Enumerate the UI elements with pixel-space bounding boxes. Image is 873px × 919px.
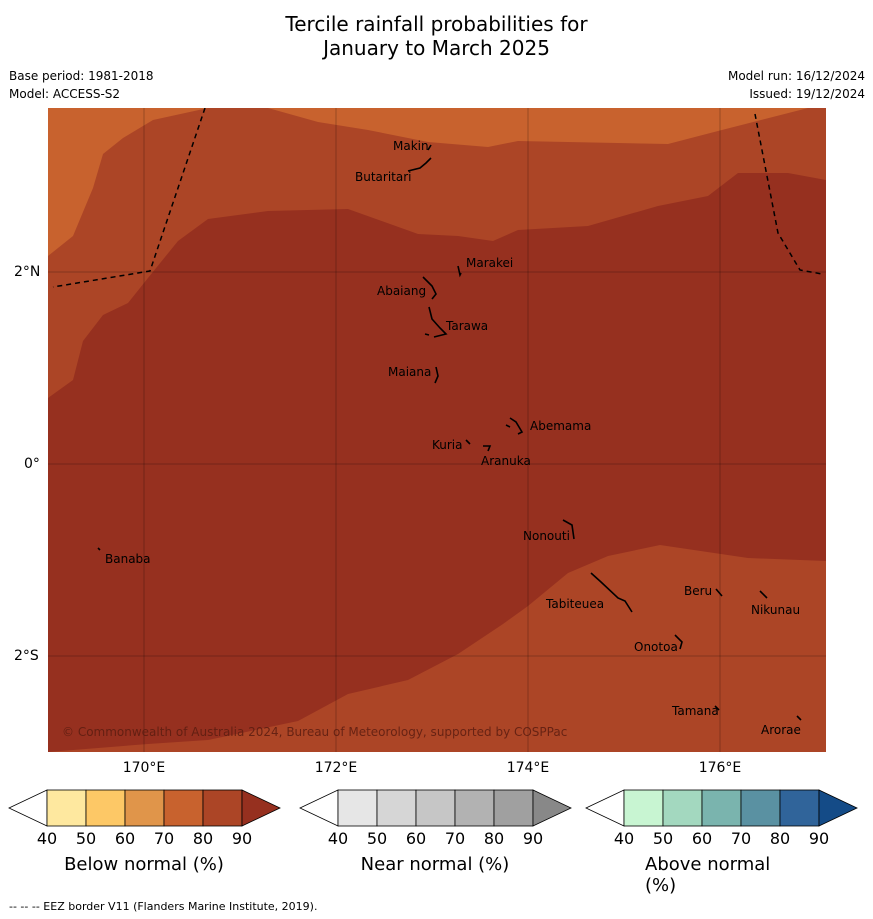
meta-left: Base period: 1981-2018 Model: ACCESS-S2 xyxy=(9,69,154,105)
colorbar-tick-label: 90 xyxy=(232,829,252,848)
colorbar-near-normal: 40 50 60 70 80 90 xyxy=(299,789,572,848)
zone-70-80-top xyxy=(268,108,826,147)
place-label-abemama: Abemama xyxy=(530,419,591,433)
colorbar-segment xyxy=(493,789,534,827)
colorbar-extend-high xyxy=(532,789,572,827)
colorbar-title-near: Near normal (%) xyxy=(360,854,510,875)
colorbar-segment xyxy=(163,789,204,827)
lat-label-2n: 2°N xyxy=(14,264,41,280)
colorbar-extend-high xyxy=(241,789,281,827)
zone-80-90-south xyxy=(48,545,826,752)
colorbar-tick-label: 60 xyxy=(692,829,712,848)
place-label-marakei: Marakei xyxy=(466,256,513,270)
colorbar-tick-label: 50 xyxy=(653,829,673,848)
colorbar-segment xyxy=(46,789,87,827)
place-label-arorae: Arorae xyxy=(761,723,801,737)
colorbar-segment xyxy=(376,789,417,827)
place-label-kuria: Kuria xyxy=(432,438,463,452)
colorbar-tick-label: 50 xyxy=(76,829,96,848)
colorbar-extend-high xyxy=(818,789,858,827)
colorbar-tick-label: 70 xyxy=(154,829,174,848)
colorbar-tick-label: 60 xyxy=(115,829,135,848)
place-label-onotoa: Onotoa xyxy=(634,640,678,654)
place-label-butaritari: Butaritari xyxy=(355,170,412,184)
place-label-nonouti: Nonouti xyxy=(523,529,570,543)
map-title: Tercile rainfall probabilities for Janua… xyxy=(0,12,873,60)
colorbar-tick-label: 80 xyxy=(193,829,213,848)
colorbar-segment xyxy=(202,789,243,827)
colorbar-extend-low xyxy=(8,789,48,827)
eez-border xyxy=(52,108,823,288)
colorbar-tick-label: 40 xyxy=(328,829,348,848)
lon-label-170e: 170°E xyxy=(122,760,166,776)
colorbar-tick-label: 70 xyxy=(731,829,751,848)
model-run: Model run: 16/12/2024 xyxy=(727,69,865,83)
place-label-tamana: Tamana xyxy=(671,704,719,718)
place-label-makin: Makin xyxy=(393,139,429,153)
colorbar-above-normal: 40 50 60 70 80 90 xyxy=(585,789,858,848)
place-label-abaiang: Abaiang xyxy=(377,284,426,298)
lat-label-2s: 2°S xyxy=(14,648,39,664)
lat-label-0: 0° xyxy=(24,456,40,472)
map-canvas: Makin Butaritari Marakei Abaiang Tarawa … xyxy=(48,108,826,752)
colorbar-segment xyxy=(779,789,820,827)
place-label-tarawa: Tarawa xyxy=(445,319,488,333)
colorbar-tick-label: 40 xyxy=(614,829,634,848)
lon-label-172e: 172°E xyxy=(314,760,358,776)
base-period: Base period: 1981-2018 xyxy=(9,69,154,83)
colorbar-tick-label: 40 xyxy=(37,829,57,848)
place-label-nikunau: Nikunau xyxy=(751,603,800,617)
place-label-beru: Beru xyxy=(684,584,712,598)
colorbar-segment xyxy=(454,789,495,827)
colorbar-tick-label: 90 xyxy=(809,829,829,848)
title-line-2: January to March 2025 xyxy=(323,36,550,60)
colorbar-tick-label: 70 xyxy=(445,829,465,848)
zone-80-90-north xyxy=(48,108,826,398)
colorbar-segment xyxy=(740,789,781,827)
colorbar-tick-label: 60 xyxy=(406,829,426,848)
colorbar-extend-low xyxy=(299,789,339,827)
colorbar-below-normal: 40 50 60 70 80 90 xyxy=(8,789,281,848)
colorbar-tick-label: 90 xyxy=(523,829,543,848)
colorbar-title-above: Above normal (%) xyxy=(645,854,771,896)
colorbar-segment xyxy=(623,789,664,827)
colorbar-title-below: Below normal (%) xyxy=(64,854,224,875)
colorbar-segment xyxy=(85,789,126,827)
colorbar-segment xyxy=(662,789,703,827)
graticule xyxy=(48,108,826,752)
colorbar-tick-label: 80 xyxy=(770,829,790,848)
place-labels: Makin Butaritari Marakei Abaiang Tarawa … xyxy=(105,139,801,737)
colorbar-segment xyxy=(124,789,165,827)
place-label-maiana: Maiana xyxy=(388,365,431,379)
lon-label-176e: 176°E xyxy=(698,760,742,776)
model-name: Model: ACCESS-S2 xyxy=(9,87,121,101)
colorbar-segment xyxy=(337,789,378,827)
colorbar-extend-low xyxy=(585,789,625,827)
colorbar-tick-label: 80 xyxy=(484,829,504,848)
islands xyxy=(97,144,802,721)
colorbar-segment xyxy=(415,789,456,827)
place-label-aranuka: Aranuka xyxy=(481,454,531,468)
place-label-banaba: Banaba xyxy=(105,552,151,566)
colorbar-tick-label: 50 xyxy=(367,829,387,848)
zone-70-80-north xyxy=(48,108,208,256)
title-line-1: Tercile rainfall probabilities for xyxy=(285,12,588,36)
colorbar-segment xyxy=(701,789,742,827)
copyright-notice: © Commonwealth of Australia 2024, Bureau… xyxy=(62,725,567,739)
issued-date: Issued: 19/12/2024 xyxy=(749,87,865,101)
meta-right: Model run: 16/12/2024 Issued: 19/12/2024 xyxy=(728,69,865,105)
eez-footnote: -- -- -- EEZ border V11 (Flanders Marine… xyxy=(9,900,318,913)
lon-label-174e: 174°E xyxy=(506,760,550,776)
place-label-tabiteuea: Tabiteuea xyxy=(545,597,604,611)
